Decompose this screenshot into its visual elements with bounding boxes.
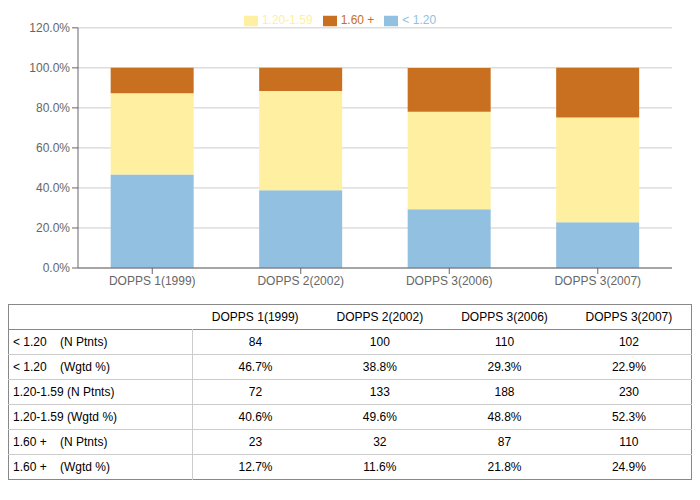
- svg-text:DOPPS 2(2002): DOPPS 2(2002): [257, 274, 344, 288]
- html-text:188: 188: [494, 385, 515, 399]
- html-text:133: 133: [369, 385, 390, 399]
- html-text:DOPPS 3(2007): DOPPS 3(2007): [585, 310, 673, 324]
- html-text:< 1.20 (N Ptnts): < 1.20 (N Ptnts): [13, 335, 108, 349]
- html-text:87: 87: [497, 435, 512, 449]
- html-text:DOPPS 2(2002): DOPPS 2(2002): [336, 310, 424, 324]
- html-text:38.8%: 38.8%: [362, 360, 397, 374]
- svg-text:100.0%: 100.0%: [29, 61, 70, 75]
- svg-text:0.0%: 0.0%: [43, 261, 71, 275]
- svg-text:DOPPS 3(2007): DOPPS 3(2007): [554, 274, 641, 288]
- svg-text:80.0%: 80.0%: [36, 101, 70, 115]
- html-text:1.60 +: 1.60 +: [340, 13, 375, 27]
- svg-text:40.0%: 40.0%: [36, 181, 70, 195]
- svg-text:120.0%: 120.0%: [29, 21, 70, 35]
- html-text:72: 72: [248, 385, 263, 399]
- html-text:1.20-1.59 (N Ptnts): 1.20-1.59 (N Ptnts): [13, 385, 115, 399]
- html-text:102: 102: [618, 335, 639, 349]
- html-text:100: 100: [369, 335, 390, 349]
- html-text:1.60 + (Wgtd %): 1.60 + (Wgtd %): [13, 460, 110, 474]
- html-text:1.20-1.59 (Wgtd %): 1.20-1.59 (Wgtd %): [13, 410, 117, 424]
- html-text:1.20-1.59: 1.20-1.59: [261, 13, 313, 27]
- html-text:84: 84: [248, 335, 263, 349]
- svg-text:DOPPS 3(2006): DOPPS 3(2006): [406, 274, 493, 288]
- html-text:1.60 + (N Ptnts): 1.60 + (N Ptnts): [13, 435, 108, 449]
- html-text:110: 110: [494, 335, 515, 349]
- html-text:49.6%: 49.6%: [362, 410, 397, 424]
- svg-text:20.0%: 20.0%: [36, 221, 70, 235]
- svg-text:DOPPS 1(1999): DOPPS 1(1999): [109, 274, 196, 288]
- html-text:DOPPS 3(2006): DOPPS 3(2006): [461, 310, 548, 324]
- html-text:29.3%: 29.3%: [487, 360, 522, 374]
- html-text:11.6%: 11.6%: [363, 460, 397, 474]
- html-text:40.6%: 40.6%: [238, 410, 273, 424]
- html-text:32: 32: [373, 435, 387, 449]
- html-text:46.7%: 46.7%: [238, 360, 273, 374]
- html-text:< 1.20 (Wgtd %): < 1.20 (Wgtd %): [13, 360, 110, 374]
- html-text:12.7%: 12.7%: [238, 460, 273, 474]
- html-text:110: 110: [619, 435, 639, 449]
- html-text:52.3%: 52.3%: [611, 410, 646, 424]
- html-text:21.8%: 21.8%: [487, 460, 522, 474]
- html-text:DOPPS 1(1999): DOPPS 1(1999): [211, 310, 299, 324]
- html-text:230: 230: [618, 385, 639, 399]
- html-text:23: 23: [248, 435, 263, 449]
- html-text:< 1.20: < 1.20: [402, 13, 437, 27]
- html-text:48.8%: 48.8%: [487, 410, 522, 424]
- html-text:24.9%: 24.9%: [611, 460, 646, 474]
- svg-text:60.0%: 60.0%: [36, 141, 70, 155]
- html-text:22.9%: 22.9%: [611, 360, 646, 374]
